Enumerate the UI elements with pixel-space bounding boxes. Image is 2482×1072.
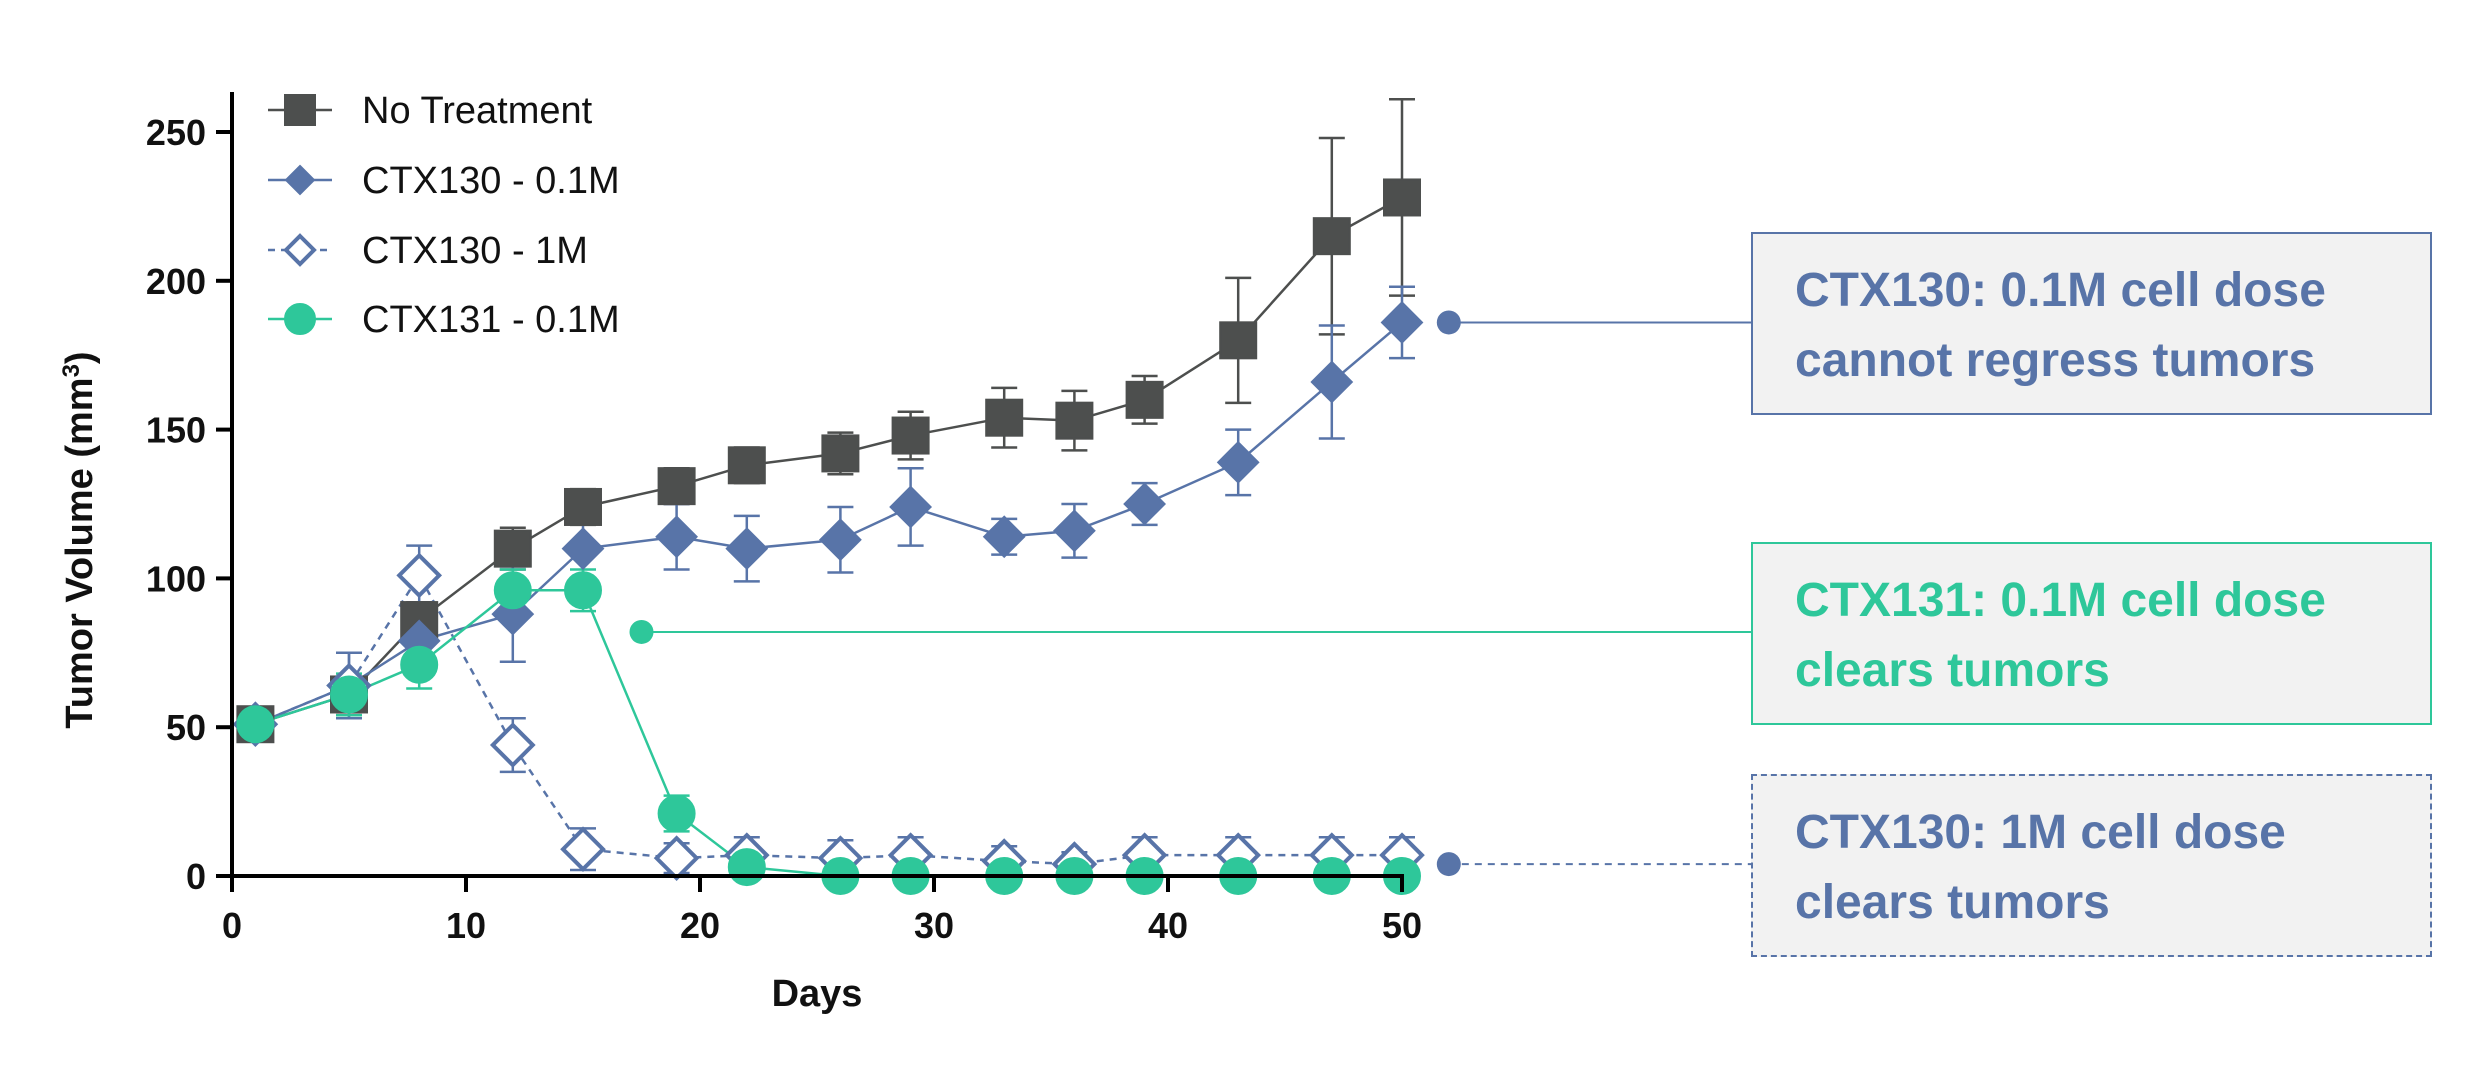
- x-tick-label: 20: [680, 905, 720, 946]
- data-point-square: [891, 416, 930, 455]
- series-markers: [232, 178, 1425, 895]
- data-point-square: [1055, 401, 1094, 440]
- data-point-diamond: [889, 485, 933, 529]
- data-point-diamond: [1052, 509, 1096, 553]
- data-point-circle: [236, 705, 275, 744]
- data-point-diamond: [818, 518, 862, 562]
- annotation-line: clears tumors: [1795, 644, 2110, 697]
- x-axis-title: Days: [772, 973, 863, 1015]
- y-axis-title-superscript: 3: [58, 364, 85, 377]
- data-point-square: [1219, 321, 1258, 360]
- annotation-line: CTX130: 0.1M cell dose: [1795, 264, 2326, 317]
- annotation-connectors: [629, 310, 1751, 877]
- data-point-square: [1125, 380, 1164, 419]
- data-point-square: [493, 529, 532, 568]
- data-point-diamond: [1216, 440, 1260, 484]
- y-tick-label: 0: [186, 856, 206, 897]
- data-point-open-diamond: [489, 722, 536, 768]
- legend-label: CTX130 - 0.1M: [362, 160, 620, 202]
- y-tick-label: 250: [146, 112, 206, 153]
- annotation-line: cannot regress tumors: [1795, 334, 2316, 387]
- legend-item: CTX130 - 1M: [268, 230, 588, 272]
- data-point-diamond: [1123, 482, 1167, 526]
- data-point-square: [284, 94, 316, 126]
- legend-label: No Treatment: [362, 90, 593, 132]
- x-tick-label: 0: [222, 905, 242, 946]
- legend-item: CTX130 - 0.1M: [268, 160, 620, 202]
- data-point-diamond: [725, 527, 769, 571]
- data-point-square: [564, 487, 602, 526]
- data-point-open-diamond: [283, 233, 317, 267]
- annotation-line: CTX131: 0.1M cell dose: [1795, 574, 2326, 627]
- data-point-diamond: [982, 515, 1026, 559]
- error-bars: [242, 98, 1415, 878]
- x-tick-label: 50: [1382, 905, 1422, 946]
- y-axis-title-main: Tumor Volume (mm: [59, 377, 101, 728]
- data-point-circle: [400, 645, 439, 684]
- x-tick-label: 10: [446, 905, 486, 946]
- data-point-square: [657, 467, 696, 506]
- data-point-circle: [564, 571, 602, 610]
- annotation-ctx130-01m: CTX130: 0.1M cell dose cannot regress tu…: [1751, 232, 2432, 415]
- data-point-diamond: [655, 515, 699, 559]
- y-tick-label: 50: [166, 707, 206, 748]
- data-point-square: [985, 398, 1024, 437]
- y-axis-title: Tumor Volume (mm3): [58, 351, 102, 728]
- annotation-ctx131-01m: CTX131: 0.1M cell dose clears tumors: [1751, 542, 2432, 725]
- data-point-diamond: [1380, 301, 1424, 344]
- legend-label: CTX131 - 0.1M: [362, 299, 620, 341]
- data-point-diamond: [1310, 360, 1354, 404]
- x-tick-label: 30: [914, 905, 954, 946]
- annotation-anchor-dot: [629, 619, 654, 644]
- data-point-square: [727, 446, 766, 485]
- data-point-circle: [330, 675, 368, 714]
- axes: 0 50 100 150 200 250 0 10 20 30 40 50: [146, 92, 1422, 946]
- data-point-circle: [284, 303, 316, 335]
- data-point-open-diamond: [653, 835, 700, 881]
- data-point-square: [1383, 178, 1421, 217]
- annotation-anchor-dot: [1436, 310, 1461, 335]
- data-point-circle: [493, 571, 532, 610]
- x-tick-label: 40: [1148, 905, 1188, 946]
- annotation-anchor-dot: [1436, 852, 1461, 877]
- data-point-open-diamond: [560, 826, 606, 873]
- y-tick-label: 100: [146, 558, 206, 599]
- legend-label: CTX130 - 1M: [362, 230, 588, 272]
- legend-item: CTX131 - 0.1M: [268, 299, 620, 341]
- data-point-circle: [657, 794, 696, 833]
- legend: No Treatment CTX130 - 0.1M CTX130 - 1M CTX1…: [268, 90, 620, 341]
- data-point-diamond: [284, 164, 316, 196]
- data-point-square: [1312, 217, 1351, 256]
- data-point-circle: [727, 848, 766, 887]
- y-tick-label: 200: [146, 261, 206, 302]
- annotation-ctx130-1m: CTX130: 1M cell dose clears tumors: [1751, 774, 2432, 957]
- y-tick-label: 150: [146, 410, 206, 451]
- data-point-open-diamond: [396, 552, 443, 599]
- data-point-diamond: [561, 527, 605, 571]
- y-axis-title-end: ): [59, 351, 101, 364]
- annotation-line: clears tumors: [1795, 876, 2110, 929]
- legend-item: No Treatment: [268, 90, 593, 132]
- annotation-line: CTX130: 1M cell dose: [1795, 806, 2286, 859]
- data-point-square: [821, 434, 860, 473]
